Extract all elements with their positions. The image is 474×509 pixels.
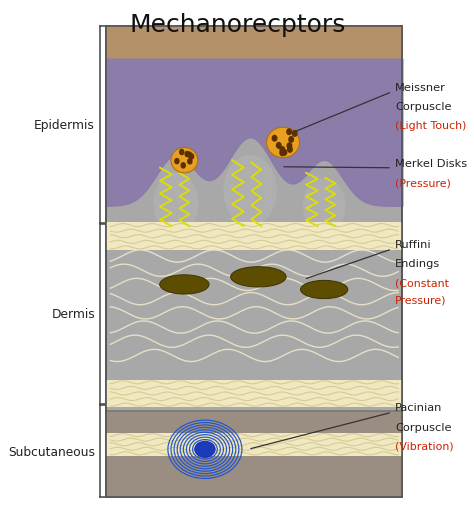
Text: Dermis: Dermis (51, 307, 95, 321)
Bar (106, 26, 402, 497)
Circle shape (288, 147, 292, 153)
Circle shape (287, 130, 292, 135)
Bar (106, 433, 402, 456)
Text: Subcutaneous: Subcutaneous (8, 445, 95, 458)
Ellipse shape (154, 174, 199, 234)
Circle shape (289, 137, 293, 143)
Text: (Constant: (Constant (395, 278, 449, 288)
Text: Meissner: Meissner (395, 82, 446, 93)
Circle shape (188, 153, 191, 158)
Text: Pacinian: Pacinian (395, 403, 443, 412)
Circle shape (280, 151, 284, 156)
Text: Corpuscle: Corpuscle (395, 421, 452, 432)
Circle shape (190, 155, 193, 160)
Text: (Pressure): (Pressure) (395, 178, 451, 188)
Text: Corpuscle: Corpuscle (395, 102, 452, 112)
Ellipse shape (171, 148, 198, 174)
Circle shape (282, 150, 287, 156)
Ellipse shape (223, 156, 277, 227)
Ellipse shape (303, 179, 346, 234)
Circle shape (272, 136, 277, 142)
Text: (Vibration): (Vibration) (395, 441, 454, 451)
Ellipse shape (160, 275, 209, 295)
Text: (Light Touch): (Light Touch) (395, 121, 467, 131)
Bar (106, 411, 402, 497)
Circle shape (188, 159, 192, 164)
Bar (106, 380, 402, 408)
Circle shape (287, 144, 292, 149)
Text: Ruffini: Ruffini (395, 239, 432, 249)
Ellipse shape (301, 281, 348, 299)
Ellipse shape (195, 441, 215, 458)
Bar (106, 26, 402, 497)
Ellipse shape (231, 267, 286, 288)
Text: Mechanorecptors: Mechanorecptors (129, 13, 346, 37)
Circle shape (292, 131, 297, 137)
Circle shape (175, 159, 179, 164)
Text: Epidermis: Epidermis (34, 119, 95, 131)
Text: Merkel Disks: Merkel Disks (395, 158, 467, 168)
Text: Endings: Endings (395, 259, 441, 269)
Circle shape (276, 144, 281, 149)
Circle shape (180, 150, 184, 155)
Bar (106, 223, 402, 251)
Text: Pressure): Pressure) (395, 295, 447, 304)
Circle shape (181, 163, 185, 168)
Bar (106, 26, 402, 60)
Circle shape (280, 148, 284, 153)
Circle shape (185, 152, 189, 157)
Ellipse shape (266, 128, 300, 158)
